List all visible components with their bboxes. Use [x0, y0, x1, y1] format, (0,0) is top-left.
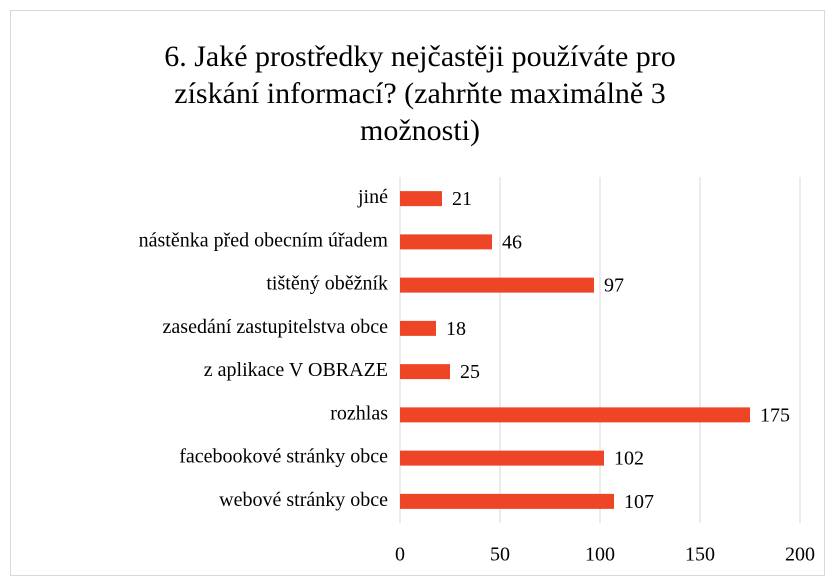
value-label: 21: [452, 188, 472, 210]
y-tick-label: rozhlas: [330, 402, 388, 424]
chart-frame: [10, 10, 825, 576]
bar: [400, 407, 750, 423]
value-label: 46: [502, 231, 522, 253]
value-label: 18: [446, 318, 466, 340]
bar: [400, 320, 436, 336]
bar: [400, 191, 442, 207]
y-tick-label: nástěnka před obecním úřadem: [139, 229, 389, 251]
bar: [400, 234, 492, 250]
value-label: 175: [760, 404, 790, 426]
value-label: 97: [604, 275, 624, 297]
x-tick-label: 100: [585, 544, 615, 566]
value-label: 102: [614, 448, 644, 470]
y-tick-label: zasedání zastupitelstva obce: [163, 316, 389, 338]
value-label: 107: [624, 491, 654, 513]
x-tick-label: 150: [685, 544, 715, 566]
bar: [400, 364, 450, 380]
bar: [400, 450, 604, 466]
y-tick-label: jiné: [357, 186, 388, 208]
x-tick-label: 200: [785, 544, 815, 566]
chart-title: 6. Jaké prostředky nejčastěji používáte …: [164, 40, 676, 147]
x-tick-label: 50: [490, 544, 510, 566]
y-tick-label: tištěný oběžník: [266, 273, 388, 295]
y-tick-label: z aplikace V OBRAZE: [204, 359, 388, 381]
bar: [400, 277, 594, 293]
bar: [400, 493, 614, 509]
y-tick-label: webové stránky obce: [219, 489, 388, 511]
value-label: 25: [460, 361, 480, 383]
y-tick-label: facebookové stránky obce: [179, 446, 388, 468]
x-tick-label: 0: [395, 544, 405, 566]
